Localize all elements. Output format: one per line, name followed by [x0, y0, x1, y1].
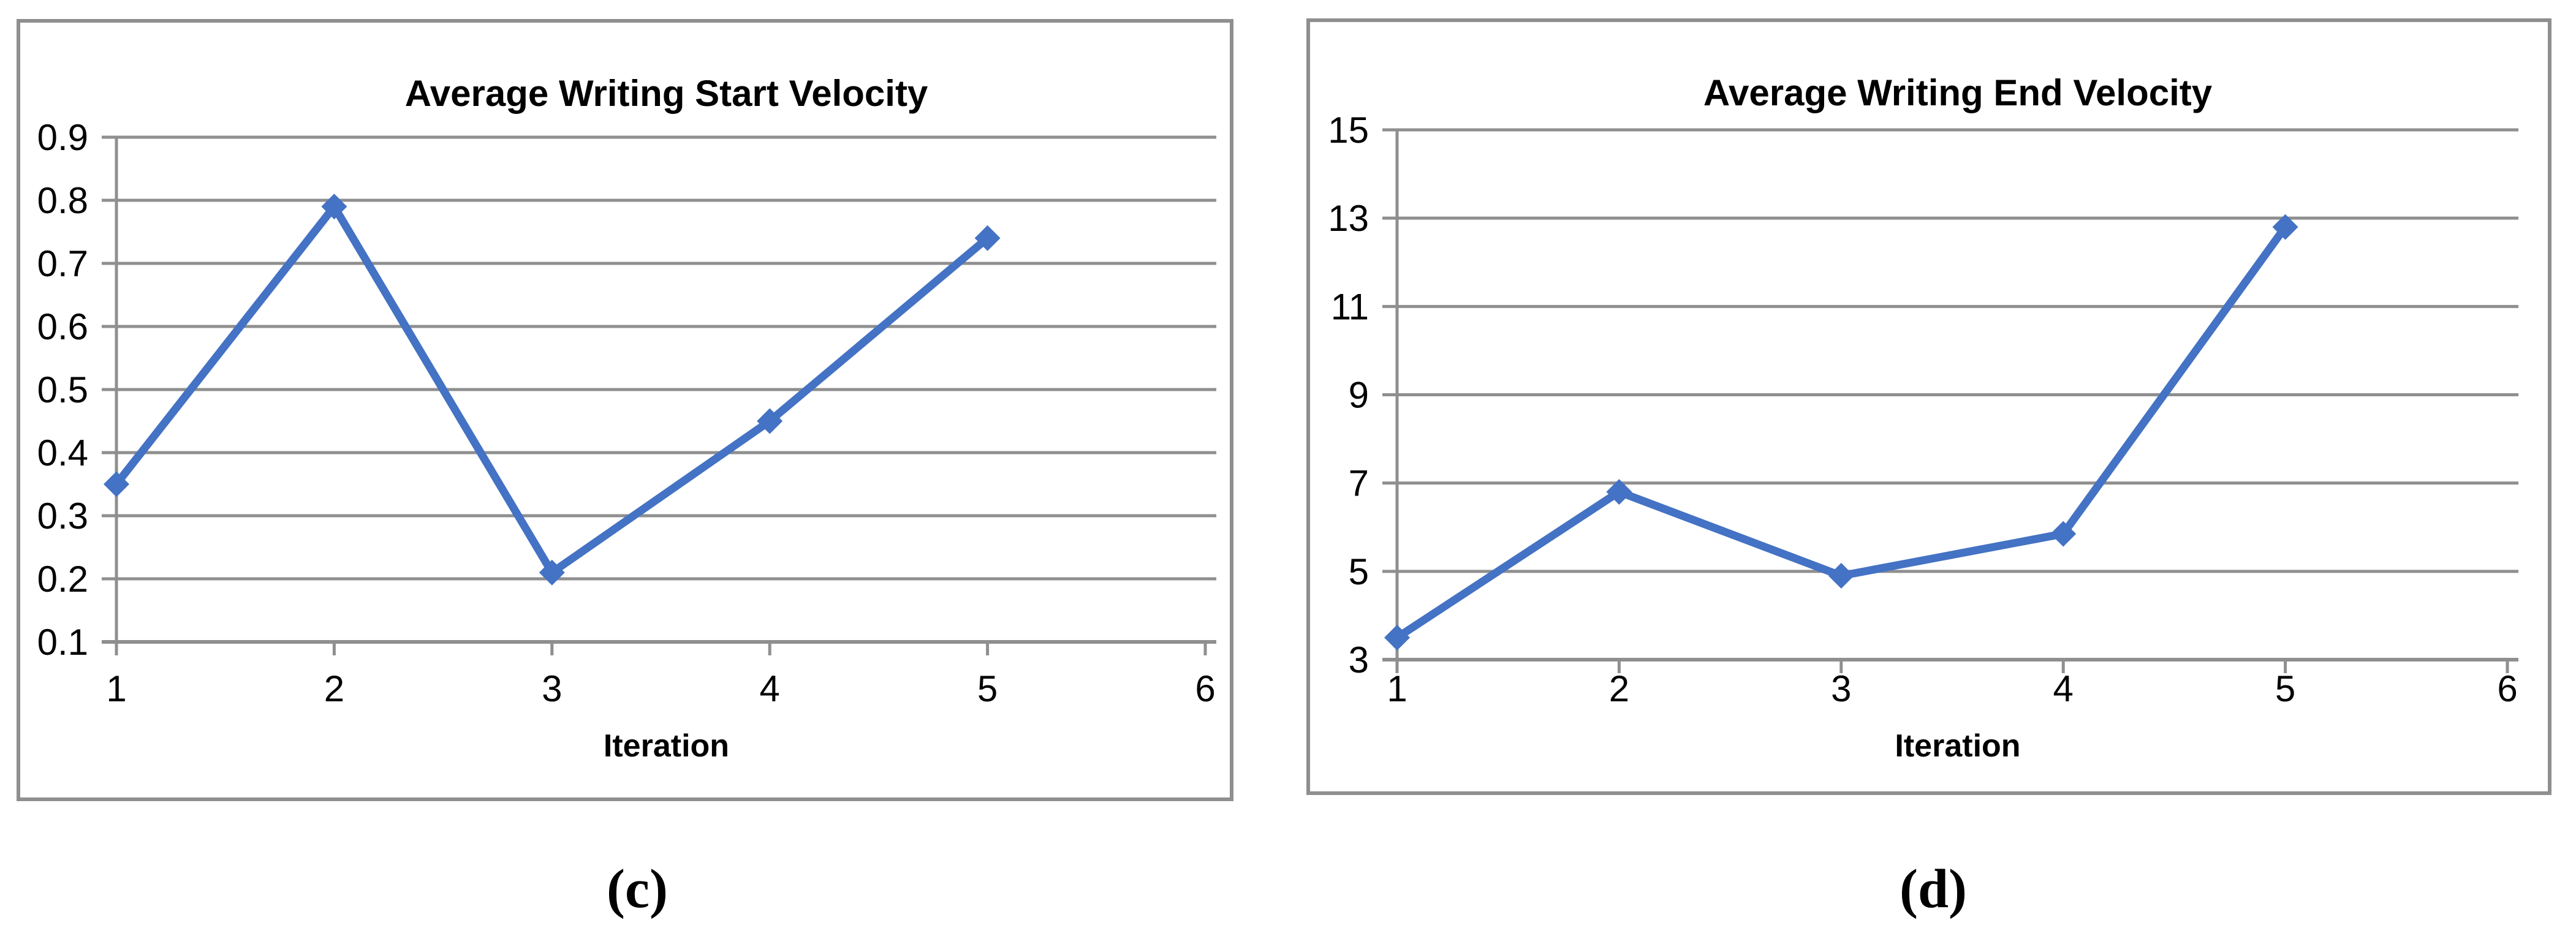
chart-title: Average Writing End Velocity	[1703, 72, 2213, 113]
y-tick-label: 13	[1328, 198, 1369, 239]
x-tick-label: 3	[542, 668, 562, 709]
y-tick-label: 15	[1328, 110, 1369, 151]
data-point-marker	[757, 408, 783, 434]
chart-panel-start-velocity: Average Writing Start Velocity 0.1 0.2 0.3 0…	[17, 19, 1233, 801]
panel-border	[17, 19, 1233, 801]
x-tick-label: 5	[977, 668, 998, 709]
y-tick-label: 7	[1349, 463, 1369, 504]
data-point-marker	[1384, 624, 1410, 650]
y-tick-label: 0.9	[37, 117, 88, 158]
x-tick-label: 6	[1195, 668, 1215, 709]
data-point-marker	[1606, 479, 1632, 505]
y-tick-label: 3	[1349, 639, 1369, 680]
y-tick-label: 0.3	[37, 496, 88, 537]
y-tick-label: 0.2	[37, 559, 88, 600]
data-point-marker	[974, 225, 1001, 251]
line-chart-start-velocity: Average Writing Start Velocity 0.1 0.2 0.3 0…	[17, 19, 1233, 801]
x-tick-label: 1	[106, 668, 126, 709]
x-tick-label: 3	[1831, 668, 1851, 709]
x-axis-title: Iteration	[1895, 728, 2020, 764]
y-tick-label: 11	[1331, 286, 1369, 327]
y-tick-label: 0.1	[37, 622, 88, 663]
x-tick-label: 5	[2275, 668, 2295, 709]
y-tick-label: 0.5	[37, 369, 88, 410]
line-chart-end-velocity: Average Writing End Velocity 3 5 7 9 11 13 15 1 2…	[1306, 18, 2551, 795]
y-tick-label: 0.8	[37, 180, 88, 221]
data-point-marker	[1828, 563, 1854, 589]
y-tick-label: 0.6	[37, 306, 88, 347]
x-tick-label: 1	[1387, 668, 1407, 709]
panel-border	[1306, 18, 2551, 795]
x-axis-title: Iteration	[604, 728, 729, 764]
data-point-marker	[321, 194, 347, 220]
x-tick-label: 6	[2497, 668, 2517, 709]
data-point-marker	[2050, 521, 2077, 547]
x-tick-label: 2	[1609, 668, 1629, 709]
x-tick-label: 4	[760, 668, 780, 709]
y-tick-label: 9	[1349, 375, 1369, 416]
x-tick-label: 2	[324, 668, 344, 709]
y-tick-label: 0.4	[37, 432, 88, 473]
subfigure-caption-d: (d)	[1900, 859, 1967, 919]
y-tick-label: 0.7	[37, 243, 88, 284]
data-point-marker	[2272, 214, 2298, 240]
data-point-marker	[104, 471, 129, 497]
chart-panel-end-velocity: Average Writing End Velocity 3 5 7 9 11 13 15 1 2…	[1306, 18, 2551, 795]
subfigure-caption-c: (c)	[607, 859, 668, 919]
data-point-marker	[539, 559, 565, 586]
x-tick-label: 4	[2053, 668, 2074, 709]
y-tick-label: 5	[1349, 551, 1369, 592]
chart-title: Average Writing Start Velocity	[405, 73, 928, 114]
